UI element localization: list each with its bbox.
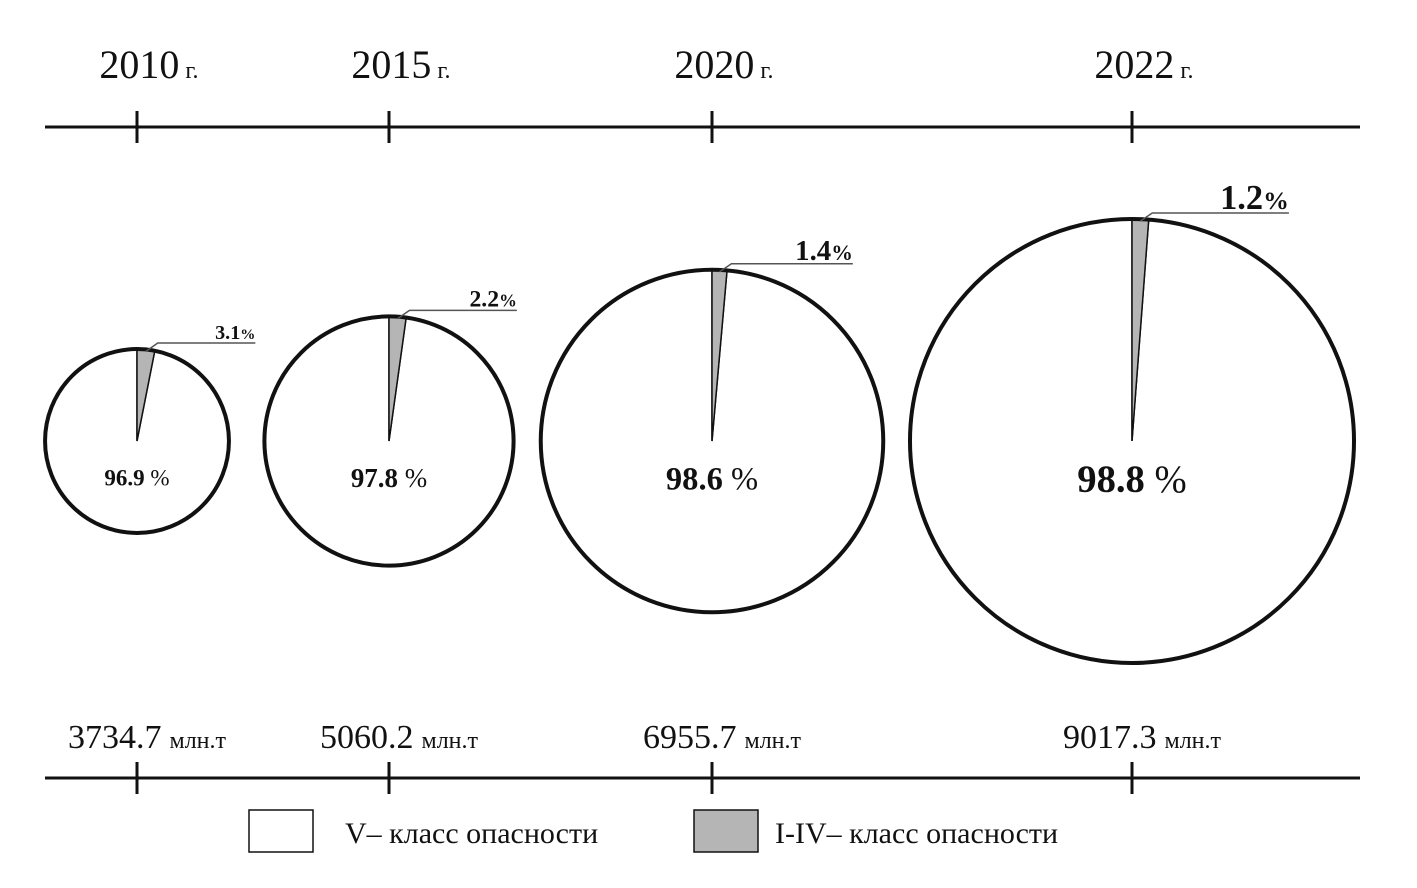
total: 6955.7 — [643, 719, 737, 756]
year: 2022 — [1094, 42, 1174, 87]
value-unit: % — [405, 463, 427, 493]
legend-swatch — [248, 809, 314, 853]
total: 9017.3 — [1063, 719, 1157, 756]
legend-swatch — [693, 809, 759, 853]
value: 1.4 — [795, 235, 831, 267]
leader-line — [397, 309, 517, 320]
value: 97.8 — [351, 463, 398, 493]
year-label: 2010 г. — [99, 42, 198, 87]
pie-outline — [907, 216, 1357, 666]
year: 2010 — [99, 42, 179, 87]
value-label: 96.9% — [104, 465, 169, 491]
value-label: 98.8% — [1077, 459, 1186, 501]
value-label: 1.4% — [795, 235, 853, 267]
year-unit: г. — [437, 58, 450, 84]
value-unit: % — [1263, 186, 1289, 215]
total: 3734.7 — [68, 719, 162, 756]
pie-outline — [43, 347, 231, 535]
value: 98.8 — [1077, 459, 1145, 501]
leader-line — [145, 342, 256, 353]
value-unit: % — [240, 327, 255, 343]
year-label: 2020 г. — [674, 42, 773, 87]
total-label: 9017.3 млн.т — [1063, 719, 1222, 756]
value-label: 97.8% — [351, 463, 427, 493]
year-unit: г. — [760, 58, 773, 84]
value-unit: % — [731, 462, 758, 498]
pie-outline — [262, 314, 516, 568]
leader-line — [1139, 212, 1289, 222]
value-unit: % — [1155, 459, 1187, 501]
legend-label: V– класс опасности — [345, 817, 598, 850]
value: 3.1 — [215, 322, 240, 344]
total-unit: млн.т — [1165, 728, 1222, 754]
value-label: 3.1% — [215, 322, 255, 344]
value-unit: % — [499, 290, 517, 310]
total-label: 5060.2 млн.т — [320, 719, 479, 756]
total: 5060.2 — [320, 719, 414, 756]
value: 2.2 — [469, 286, 499, 312]
total-label: 3734.7 млн.т — [68, 719, 227, 756]
value: 1.2 — [1220, 179, 1263, 217]
value: 98.6 — [666, 462, 723, 498]
total-label: 6955.7 млн.т — [643, 719, 802, 756]
value: 96.9 — [104, 465, 144, 491]
total-unit: млн.т — [170, 728, 227, 754]
value-label: 2.2% — [469, 286, 516, 312]
value-label: 1.2% — [1220, 179, 1289, 217]
leader-line — [719, 263, 853, 273]
year-label: 2022 г. — [1094, 42, 1193, 87]
value-unit: % — [150, 465, 169, 491]
year: 2020 — [674, 42, 754, 87]
total-unit: млн.т — [422, 728, 479, 754]
value-unit: % — [831, 241, 853, 265]
year-label: 2015 г. — [351, 42, 450, 87]
year-unit: г. — [1180, 58, 1193, 84]
year-unit: г. — [185, 58, 198, 84]
legend-label: I-IV– класс опасности — [775, 817, 1058, 850]
value-label: 98.6% — [666, 462, 758, 498]
pie-outline — [538, 267, 886, 615]
total-unit: млн.т — [745, 728, 802, 754]
year: 2015 — [351, 42, 431, 87]
